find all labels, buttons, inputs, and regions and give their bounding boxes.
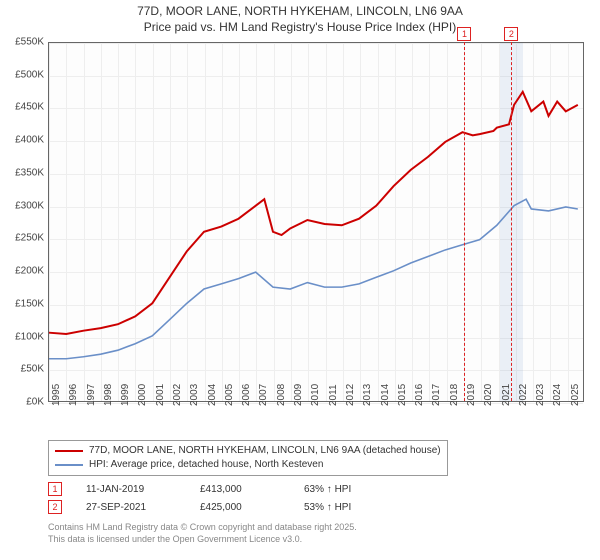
marker-info-row: 2 27-SEP-2021 £425,000 53% ↑ HPI (48, 500, 584, 514)
legend-row: HPI: Average price, detached house, Nort… (55, 458, 441, 472)
legend-row: 77D, MOOR LANE, NORTH HYKEHAM, LINCOLN, … (55, 444, 441, 458)
marker-info-badge: 1 (48, 482, 62, 496)
y-tick-label: £250K (0, 233, 44, 244)
legend-label: 77D, MOOR LANE, NORTH HYKEHAM, LINCOLN, … (89, 444, 441, 458)
marker-info-price: £425,000 (200, 502, 280, 513)
y-tick-label: £300K (0, 200, 44, 211)
legend-box: 77D, MOOR LANE, NORTH HYKEHAM, LINCOLN, … (48, 440, 448, 476)
series-hpi (49, 199, 578, 359)
chart-container: 77D, MOOR LANE, NORTH HYKEHAM, LINCOLN, … (0, 0, 600, 560)
marker-info-delta: 53% ↑ HPI (304, 502, 351, 513)
y-tick-label: £450K (0, 102, 44, 113)
y-tick-label: £50K (0, 364, 44, 375)
y-tick-label: £100K (0, 331, 44, 342)
marker-info-delta: 63% ↑ HPI (304, 484, 351, 495)
y-tick-label: £350K (0, 167, 44, 178)
y-tick-label: £0K (0, 397, 44, 408)
y-tick-label: £550K (0, 37, 44, 48)
footnote-line-2: This data is licensed under the Open Gov… (48, 534, 584, 546)
y-tick-label: £200K (0, 266, 44, 277)
y-tick-label: £150K (0, 298, 44, 309)
marker-badge: 1 (457, 27, 471, 41)
legend-label: HPI: Average price, detached house, Nort… (89, 458, 323, 472)
marker-line (464, 27, 465, 401)
marker-badge: 2 (504, 27, 518, 41)
marker-info-price: £413,000 (200, 484, 280, 495)
marker-info-date: 27-SEP-2021 (86, 502, 176, 513)
x-tick-label: 2025 (570, 384, 600, 406)
legend-area: 77D, MOOR LANE, NORTH HYKEHAM, LINCOLN, … (48, 440, 584, 545)
chart-lines (49, 43, 583, 401)
marker-info-date: 11-JAN-2019 (86, 484, 176, 495)
footnote: Contains HM Land Registry data © Crown c… (48, 522, 584, 545)
y-tick-label: £500K (0, 69, 44, 80)
markers-info: 1 11-JAN-2019 £413,000 63% ↑ HPI 2 27-SEP-202… (48, 482, 584, 514)
title-line-1: 77D, MOOR LANE, NORTH HYKEHAM, LINCOLN, … (0, 4, 600, 20)
marker-line (511, 27, 512, 401)
legend-swatch (55, 464, 83, 466)
y-tick-label: £400K (0, 135, 44, 146)
series-price_paid (49, 92, 578, 334)
legend-swatch (55, 450, 83, 452)
marker-info-row: 1 11-JAN-2019 £413,000 63% ↑ HPI (48, 482, 584, 496)
chart-plot-area: 12 (48, 42, 584, 402)
marker-info-badge: 2 (48, 500, 62, 514)
footnote-line-1: Contains HM Land Registry data © Crown c… (48, 522, 584, 534)
